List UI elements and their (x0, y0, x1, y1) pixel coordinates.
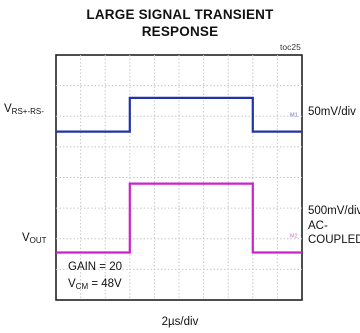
plot-grid (56, 55, 302, 300)
trace-2-line (56, 182, 302, 254)
trace-2-coupling-line2: COUPLED (308, 234, 360, 246)
trace-2-label: VOUT (22, 232, 47, 245)
trace-1-marker: M1 (290, 113, 298, 119)
chart-title-line1: LARGE SIGNAL TRANSIENT (86, 7, 274, 22)
chart-title-line2: RESPONSE (141, 24, 219, 39)
trace-2-marker: M2 (290, 234, 298, 240)
trace-1-scale: 50mV/div (308, 106, 356, 118)
figure-tag: toc25 (280, 42, 301, 52)
plot-traces: M1 M2 (56, 96, 302, 254)
trace-1-line (56, 96, 302, 133)
x-axis-label: 2µs/div (161, 316, 199, 328)
vcm-annotation: VCM = 48V (68, 278, 122, 291)
gain-annotation: GAIN = 20 (68, 261, 123, 273)
trace-1-label: VRS+-RS- (4, 103, 44, 116)
trace-2-coupling-line1: AC- (308, 220, 328, 232)
trace-2-scale: 500mV/div (308, 205, 360, 217)
